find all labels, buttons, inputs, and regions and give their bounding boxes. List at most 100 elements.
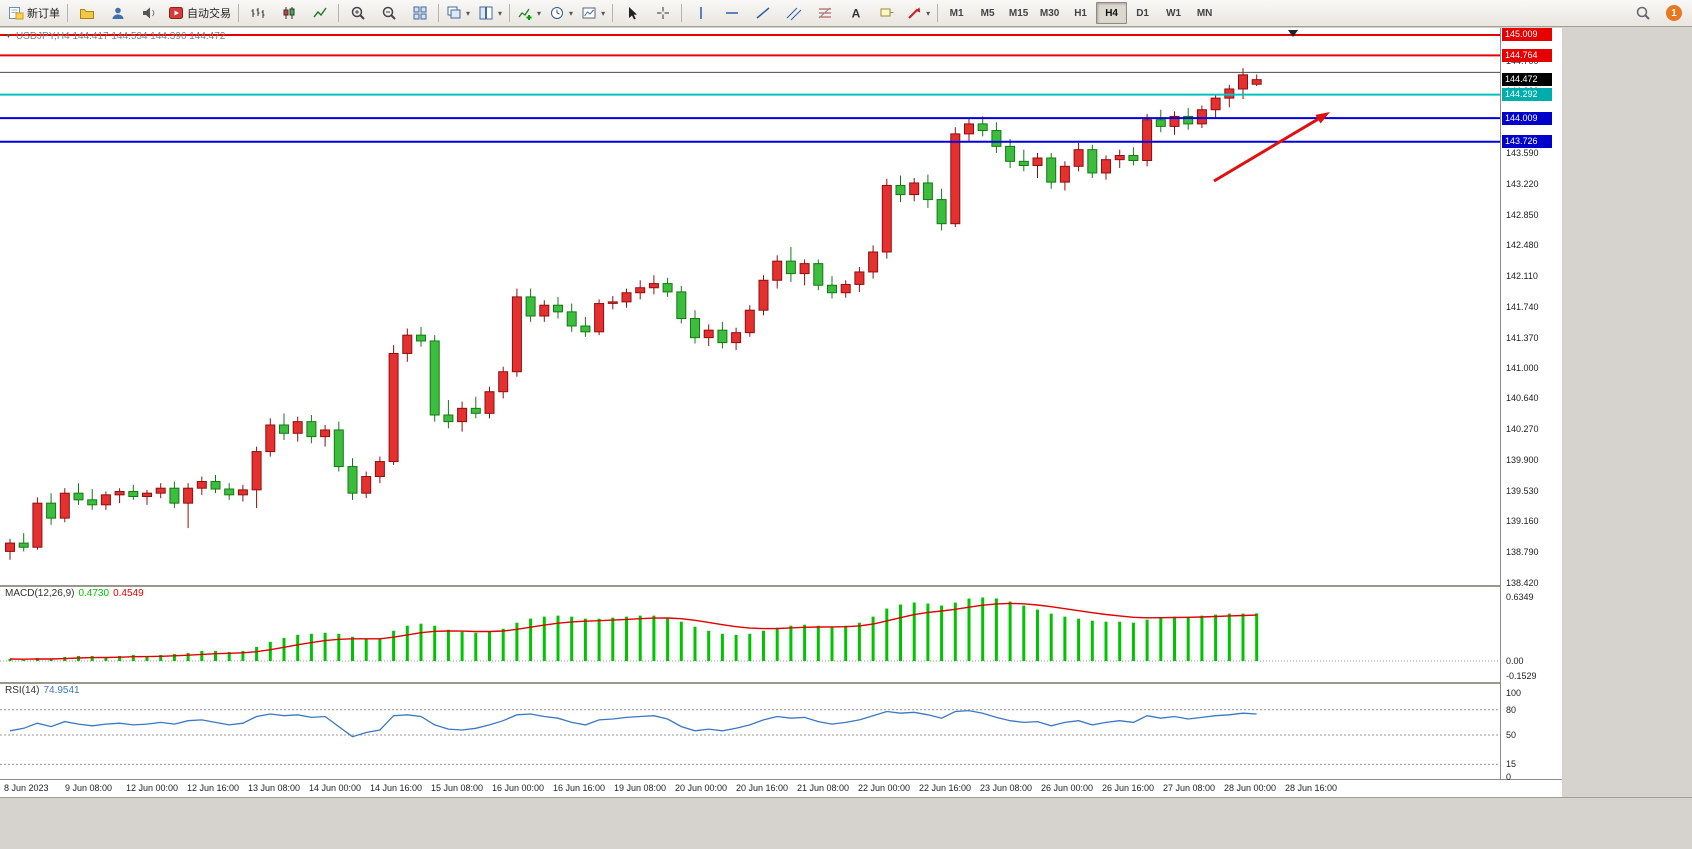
horizontal-line-button[interactable] (716, 1, 747, 25)
timeframe-m1[interactable]: M1 (949, 7, 964, 19)
hline-price-label: 144.292 (1502, 88, 1552, 102)
time-axis[interactable]: 8 Jun 2023 9 Jun 08:00 12 Jun 00:00 12 Jun … (0, 779, 1562, 797)
timeframe-h4[interactable]: H4 (1096, 2, 1128, 24)
timeframe-d1[interactable]: D1 (1136, 7, 1149, 19)
price-tick-label: 142.110 (1506, 271, 1538, 282)
candle (813, 259, 824, 291)
auto-trading-label: 自动交易 (187, 8, 231, 20)
price-tick-label: 139.900 (1506, 454, 1539, 465)
arrange-windows-button[interactable]: ▾ (474, 1, 506, 25)
timeframe-m5[interactable]: M5 (980, 7, 995, 19)
candle (169, 481, 180, 509)
text-button[interactable]: A (840, 1, 871, 25)
candle (279, 413, 289, 440)
line-chart-button[interactable] (304, 1, 335, 25)
candle (142, 489, 152, 505)
candle (772, 255, 783, 289)
price-tick-label: 143.220 (1506, 178, 1539, 189)
candlestick-chart-button[interactable] (273, 1, 304, 25)
time-tick-label: 12 Jun 16:00 (187, 783, 240, 793)
hline-price-label: 145.009 (1502, 28, 1552, 42)
price-axis[interactable]: 144.700144.330143.960143.590143.220142.8… (1500, 28, 1562, 782)
cursor-button[interactable] (616, 1, 647, 25)
timeframes-menu-button[interactable]: ▾ (545, 1, 577, 25)
trend-arrow-annotation[interactable] (1213, 112, 1330, 183)
timeframe-m30[interactable]: M30 (1039, 7, 1060, 19)
candle (690, 310, 700, 344)
candle (210, 474, 221, 494)
candle (87, 489, 98, 510)
trendline-button[interactable] (747, 1, 778, 25)
candle (251, 446, 262, 509)
cascade-windows-icon (447, 6, 461, 19)
time-tick-label: 16 Jun 00:00 (492, 783, 545, 793)
new-order-button[interactable]: 新订单 (4, 1, 64, 25)
timeframe-h1[interactable]: H1 (1074, 7, 1087, 19)
macd-panel-canvas[interactable] (0, 587, 1500, 682)
text-label-button[interactable] (871, 1, 902, 25)
rsi-name: RSI(14) (5, 685, 40, 696)
hline-price-label: 143.726 (1502, 135, 1552, 149)
time-tick-label: 15 Jun 08:00 (431, 783, 484, 793)
line-chart-icon (312, 7, 327, 18)
tile-windows-icon (413, 6, 426, 20)
rsi-value: 74.9541 (43, 685, 80, 696)
zoom-in-button[interactable] (342, 1, 373, 25)
time-tick-label: 14 Jun 16:00 (370, 783, 423, 793)
price-tick-label: 140.640 (1506, 393, 1539, 404)
sound-button[interactable] (133, 1, 164, 25)
trendline-icon (756, 7, 770, 19)
indicators-button[interactable]: ▾ (513, 1, 545, 25)
notification-badge[interactable]: 1 (1666, 5, 1682, 21)
candle (1087, 144, 1098, 178)
toolbar-separator (612, 4, 614, 22)
candle (895, 175, 906, 203)
auto-trading-icon (169, 7, 183, 19)
candle (292, 416, 303, 442)
time-tick-label: 16 Jun 16:00 (553, 783, 606, 793)
vertical-line-button[interactable] (685, 1, 716, 25)
panel-splitter[interactable] (0, 682, 1562, 684)
templates-button[interactable]: ▾ (577, 1, 609, 25)
vertical-line-icon (699, 7, 702, 19)
rsi-panel-canvas[interactable] (0, 684, 1500, 779)
time-tick-label: 8 Jun 2023 (4, 783, 49, 793)
candle (374, 456, 385, 484)
candle (155, 483, 166, 499)
auto-trading-button[interactable]: 自动交易 (164, 1, 235, 25)
arrows-button[interactable]: ▾ (902, 1, 934, 25)
timeframe-mn[interactable]: MN (1196, 7, 1213, 19)
chart-window[interactable]: ▼ USDJPY,H4 144.417 144.534 144.396 144.… (0, 28, 1562, 797)
tile-windows-button[interactable] (404, 1, 435, 25)
timeframe-w1[interactable]: W1 (1166, 7, 1182, 19)
charts-folder-button[interactable] (71, 1, 102, 25)
candle (361, 471, 372, 499)
candle (854, 266, 865, 292)
candles-layer (5, 68, 1262, 560)
chart-header: ▼ USDJPY,H4 144.417 144.534 144.396 144.… (5, 31, 225, 42)
chevron-down-icon: ▾ (569, 8, 574, 18)
candle (388, 345, 399, 465)
candle (1114, 149, 1125, 168)
candle (785, 246, 796, 282)
candle (320, 424, 331, 447)
toolbar-separator (67, 4, 68, 22)
price-chart-canvas[interactable] (0, 28, 1500, 585)
one-click-trading-toggle[interactable]: ▼ (5, 33, 12, 40)
candle (59, 488, 70, 523)
crosshair-button[interactable] (647, 1, 678, 25)
timeframe-m15[interactable]: M15 (1008, 7, 1029, 19)
profile-button[interactable] (102, 1, 133, 25)
bar-chart-button[interactable] (242, 1, 273, 25)
fibonacci-button[interactable] (809, 1, 840, 25)
price-tick-label: 139.530 (1506, 485, 1539, 496)
candle (457, 401, 468, 432)
cascade-windows-button[interactable]: ▾ (442, 1, 474, 25)
panel-splitter[interactable] (0, 585, 1562, 587)
candle (306, 414, 317, 444)
zoom-out-button[interactable] (373, 1, 404, 25)
search-button[interactable] (1627, 1, 1658, 25)
candle (128, 484, 139, 500)
candle (183, 483, 194, 529)
equidistant-channel-button[interactable] (778, 1, 809, 25)
